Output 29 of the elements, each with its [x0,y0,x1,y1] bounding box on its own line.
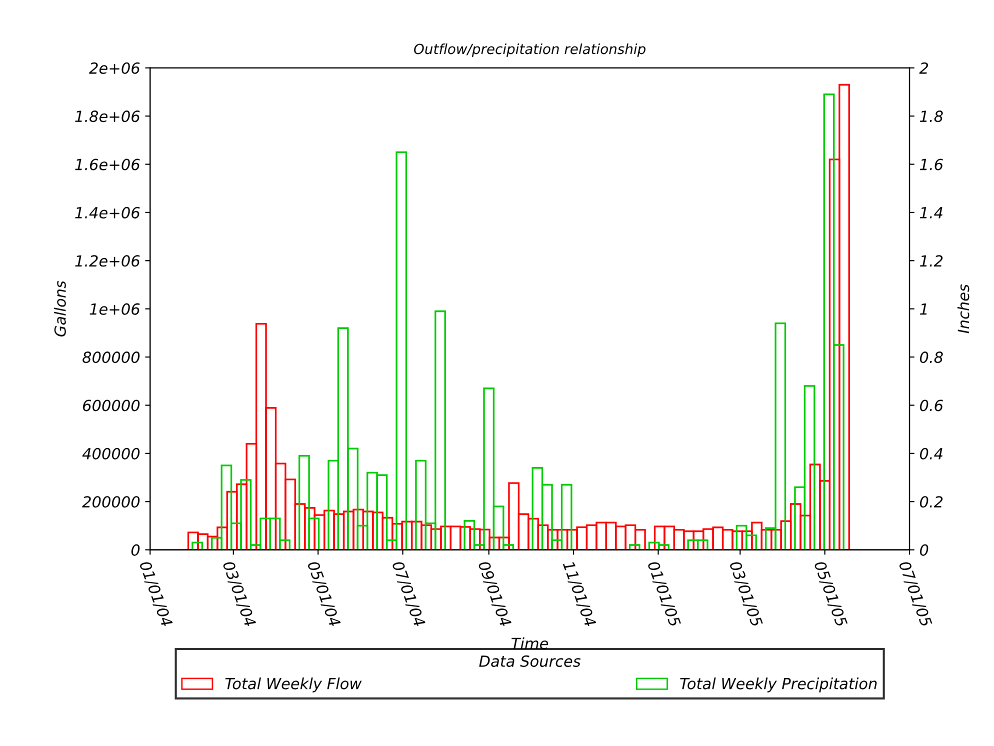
y2-tick-label: 0.4 [920,448,942,460]
legend-title: Data Sources [479,655,581,667]
x-axis-title: Time [512,637,548,650]
y-tick-label: 0 [131,544,140,556]
y2-tick-label: 1.4 [920,207,942,218]
y2-tick-label: 1.6 [920,158,943,170]
y2-tick-label: 2 [919,62,928,74]
legend-label: Total Weekly Flow [225,678,362,692]
y-tick-label: 1.4e+06 [75,206,140,218]
y2-tick-label: 1 [920,304,927,315]
legend-label: Total Weekly Precipitation [680,678,877,692]
y-tick-label: 400000 [82,448,140,460]
y-tick-label: 1e+06 [90,303,140,315]
y2-tick-label: 1.2 [920,255,943,266]
y2-tick-label: 0.2 [920,496,943,508]
y2-tick-label: 1.8 [920,110,943,122]
y-axis-title: Gallons [54,280,66,336]
y-tick-label: 1.6e+06 [75,158,140,170]
y-tick-label: 1.8e+06 [75,110,140,122]
y-tick-label: 200000 [82,496,140,508]
y2-tick-label: 0.8 [920,352,943,364]
y-tick-label: 800000 [82,352,140,364]
y2-axis-title: Inches [957,284,970,334]
y-tick-label: 1.2e+06 [75,255,140,267]
chart-title: Outflow/precipitation relationship [414,43,646,57]
y-tick-label: 2e+06 [89,62,140,74]
y2-tick-label: 0 [920,544,928,556]
y-tick-label: 600000 [83,400,140,412]
y2-tick-label: 0.6 [920,400,943,412]
